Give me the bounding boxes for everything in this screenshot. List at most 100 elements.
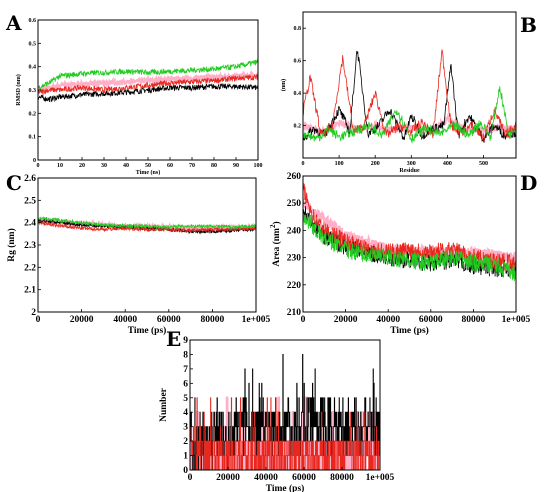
x-tick-label: 1e+005 [366, 473, 395, 483]
y-tick-label: 2.5 [24, 196, 36, 206]
plot-frame-e [189, 339, 381, 471]
y-tick-label: 2 [31, 308, 36, 318]
x-tick-label: 40 [123, 163, 129, 169]
series-line-e-2 [190, 397, 380, 470]
x-tick-label: 30 [101, 163, 107, 169]
x-tick-label: 0 [301, 315, 306, 325]
y-tick-label: 4 [183, 408, 188, 418]
y-tick-label: 0.2 [294, 124, 302, 130]
y-axis-label: (nm) [280, 79, 287, 91]
x-tick-label: 20000 [70, 315, 94, 325]
y-tick-label: 2.2 [24, 263, 36, 273]
x-tick-label: 80 [211, 163, 217, 169]
y-tick-label: 2.3 [24, 241, 36, 251]
y-axis-label: Area (nm2) [269, 221, 282, 266]
x-tick-label: 60000 [419, 315, 443, 325]
x-tick-label: 50 [145, 163, 151, 169]
plot-frame-b [302, 11, 517, 159]
y-tick-label: 250 [287, 199, 302, 209]
x-tick-label: 80000 [201, 315, 225, 325]
x-tick-label: 0 [188, 473, 193, 483]
y-tick-label: 0.5 [29, 41, 37, 47]
y-tick-label: 0.6 [29, 18, 37, 24]
x-tick-label: 90 [233, 163, 239, 169]
x-tick-label: 60000 [292, 473, 316, 483]
x-tick-label: 80000 [330, 473, 354, 483]
x-tick-label: 80000 [462, 315, 486, 325]
y-tick-label: 0 [183, 466, 188, 476]
panel-letter: C [6, 171, 22, 195]
x-tick-label: 20 [79, 163, 85, 169]
series-line-a-1 [38, 83, 258, 103]
panel-d: 0 20000 40000 60000 80000 1e+005 210 220 230 240 2… [269, 171, 537, 336]
y-tick-label: 0.1 [29, 135, 37, 141]
y-tick-label: 0.4 [29, 65, 37, 71]
y-tick-label: 0.2 [29, 111, 37, 117]
x-tick-label: 200 [371, 161, 380, 167]
y-tick-label: 210 [287, 308, 302, 318]
y-tick-label: 0.8 [294, 26, 302, 32]
panel-letter: E [166, 327, 181, 351]
x-tick-label: 500 [479, 161, 488, 167]
x-tick-label: 10 [57, 163, 63, 169]
y-tick-label: 7 [183, 365, 188, 375]
y-tick-label: 230 [287, 254, 302, 264]
series-line-a-2 [38, 73, 258, 96]
panel-c: 0 20000 40000 60000 80000 1e+005 2 2.1 2.2 2.3 2.4… [6, 171, 271, 336]
series-line-d-2 [303, 182, 516, 272]
y-axis-label: Number [159, 387, 169, 422]
x-tick-label: 70 [189, 163, 195, 169]
series-line-c-3 [38, 216, 256, 231]
panel-letter: D [520, 171, 537, 195]
x-tick-label: 40000 [376, 315, 400, 325]
y-tick-label: 6 [183, 379, 188, 389]
x-tick-label: 1e+005 [502, 315, 531, 325]
y-tick-label: 2.6 [24, 174, 36, 184]
x-axis-label: Time (ns) [136, 169, 160, 176]
x-tick-label: 100 [335, 161, 344, 167]
x-tick-label: 300 [407, 161, 416, 167]
series-line-b-0 [303, 113, 516, 137]
y-axis-label: RMSD (nm) [15, 74, 22, 106]
y-tick-label: 0.6 [294, 59, 302, 65]
x-tick-label: 0 [302, 161, 305, 167]
x-axis-label: Time (ps) [390, 325, 429, 336]
series-line-d-3 [303, 212, 516, 282]
y-tick-label: 260 [287, 172, 302, 182]
y-tick-label: 2.1 [24, 286, 36, 296]
y-tick-label: 0.3 [29, 88, 37, 94]
plot-frame-d [302, 175, 517, 313]
series-line-b-2 [303, 49, 516, 142]
x-tick-label: 60000 [157, 315, 181, 325]
y-tick-label: 9 [183, 336, 188, 346]
panel-letter: A [5, 11, 22, 35]
series-line-c-2 [38, 220, 256, 234]
y-axis-label: Rg (nm) [6, 228, 17, 262]
y-tick-label: 0 [33, 158, 36, 164]
x-tick-label: 400 [443, 161, 452, 167]
plot-frame-c [37, 177, 257, 313]
x-tick-label: 20000 [216, 473, 240, 483]
x-axis-label: Time (ps) [266, 483, 305, 492]
y-tick-label: 2.4 [24, 219, 36, 229]
y-tick-label: 3 [183, 423, 188, 433]
x-axis-label: Residue [399, 168, 420, 174]
panel-letter: B [520, 13, 537, 37]
y-tick-label: 8 [183, 350, 188, 360]
y-tick-label: 220 [287, 281, 302, 291]
x-tick-label: 0 [36, 315, 41, 325]
panel-a: 0 10 20 30 40 50 60 70 80 90 100 0 0.1 0.2 0.3 0.4 0.5 0.… [5, 11, 263, 176]
x-tick-label: 40000 [254, 473, 278, 483]
series-line-a-3 [38, 58, 258, 90]
y-tick-label: 240 [287, 226, 302, 236]
x-tick-label: 100 [254, 163, 263, 169]
panel-b: 0 100 200 300 400 500 0.2 0.4 0.6 0.8 Residue (nm) B [280, 11, 537, 174]
y-tick-label: 0.4 [294, 91, 302, 97]
x-tick-label: 40000 [113, 315, 137, 325]
x-tick-label: 1e+005 [242, 315, 271, 325]
series-line-b-3 [303, 86, 516, 144]
y-tick-label: 2 [183, 437, 188, 447]
panel-e: 0 20000 40000 60000 80000 1e+005 0 1 2 3 4 5 6 7 8 9 Tim… [159, 327, 395, 492]
y-tick-label: 1 [183, 452, 188, 462]
y-tick-label: 5 [183, 394, 188, 404]
